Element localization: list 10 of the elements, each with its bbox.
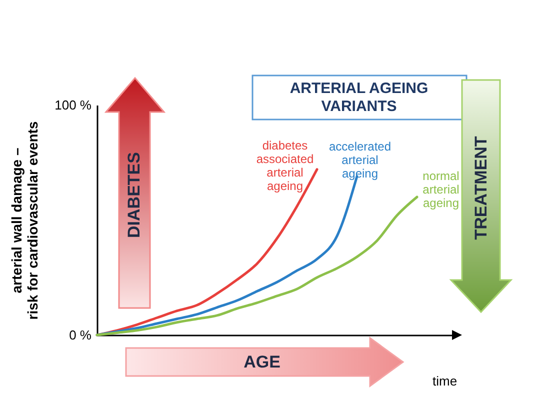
text: TREATMENT [472,136,490,240]
series-label: diabetes associated arterial ageing [256,138,314,193]
series-label: normal arterial ageing [422,169,460,210]
series-label: accelerated arterial ageing [328,139,392,180]
y-axis-title: arterial wall damage – risk for cardiovascular events [8,121,41,320]
y-tick-label: 100 % [54,98,92,112]
text: AGE [244,352,280,372]
annotation: DIABETES [124,152,144,238]
x-axis-title: time [432,374,458,388]
y-tick-label: 0 % [69,328,92,342]
